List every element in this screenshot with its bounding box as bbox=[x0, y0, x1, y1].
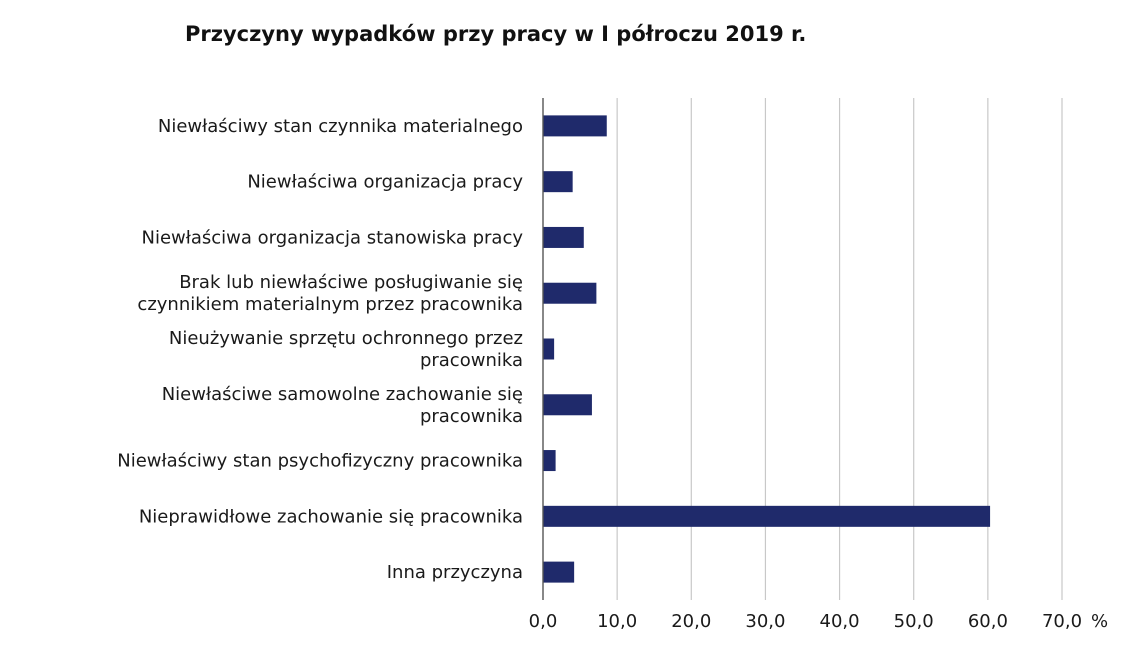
category-label: Niewłaściwa organizacja stanowiska pracy bbox=[142, 227, 524, 248]
category-label: Niewłaściwy stan czynnika materialnego bbox=[158, 116, 523, 137]
x-tick-label: 10,0 bbox=[597, 611, 637, 632]
bar bbox=[543, 394, 592, 416]
bar bbox=[543, 226, 584, 248]
category-label: Nieużywanie sprzętu ochronnego przez prac… bbox=[169, 328, 523, 371]
x-tick-label: 50,0 bbox=[894, 611, 934, 632]
x-tick-label: 40,0 bbox=[820, 611, 860, 632]
bar bbox=[543, 450, 556, 472]
chart-title: Przyczyny wypadków przy pracy w I półroc… bbox=[185, 22, 807, 46]
category-label: Niewłaściwe samowolne zachowanie się prac… bbox=[162, 384, 523, 427]
x-tick-label: 20,0 bbox=[671, 611, 711, 632]
category-label: Brak lub niewłaściwe posługiwanie się czy… bbox=[137, 272, 523, 315]
x-tick-label: 30,0 bbox=[745, 611, 785, 632]
bar bbox=[543, 338, 555, 360]
category-label: Nieprawidłowe zachowanie się pracownika bbox=[139, 506, 523, 527]
category-labels: Niewłaściwy stan czynnika materialnego Ni… bbox=[117, 116, 523, 583]
category-label: Niewłaściwa organizacja pracy bbox=[247, 172, 523, 193]
bar bbox=[543, 171, 573, 193]
bar bbox=[543, 115, 607, 137]
x-tick-labels: 0,0 10,0 20,0 30,0 40,0 50,0 60,0 70,0% bbox=[529, 611, 1108, 632]
bar bbox=[543, 282, 597, 304]
x-unit-label: % bbox=[1091, 611, 1108, 632]
category-label: Niewłaściwy stan psychofizyczny pracowni… bbox=[117, 451, 523, 472]
bars bbox=[543, 115, 991, 583]
x-tick-label: 60,0 bbox=[968, 611, 1008, 632]
bar bbox=[543, 561, 575, 583]
category-label: Inna przyczyna bbox=[387, 562, 523, 583]
x-tick-label: 70,0 bbox=[1042, 611, 1082, 632]
x-tick-label: 0,0 bbox=[529, 611, 558, 632]
bar bbox=[543, 505, 991, 527]
